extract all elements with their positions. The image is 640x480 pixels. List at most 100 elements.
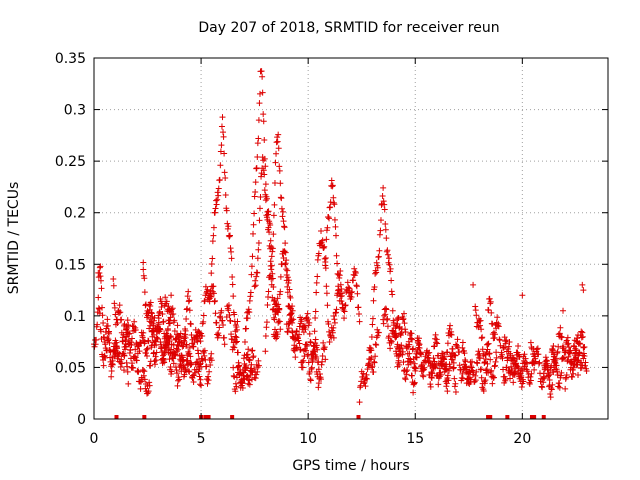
data-point — [469, 358, 476, 365]
data-point — [168, 368, 175, 375]
data-point — [238, 379, 245, 386]
data-point — [260, 111, 267, 118]
data-point — [174, 322, 181, 329]
data-point — [383, 248, 390, 255]
data-point — [407, 335, 414, 342]
data-point — [400, 315, 407, 322]
data-point — [384, 315, 391, 322]
data-point — [505, 343, 512, 350]
data-point — [275, 145, 282, 152]
data-point — [241, 352, 248, 359]
data-point — [575, 352, 582, 359]
data-point — [489, 320, 496, 327]
data-point — [394, 320, 401, 327]
data-point — [323, 283, 330, 290]
data-point — [399, 351, 406, 358]
data-point — [477, 322, 484, 329]
data-point — [345, 284, 352, 291]
data-point — [302, 326, 309, 333]
data-point-isolated — [560, 307, 567, 314]
data-point — [280, 255, 287, 262]
data-point — [140, 259, 147, 266]
data-point — [435, 352, 442, 359]
data-point — [333, 252, 340, 259]
data-point — [548, 385, 555, 392]
data-point — [407, 359, 414, 366]
data-point — [194, 338, 201, 345]
data-point — [353, 283, 360, 290]
data-point — [316, 370, 323, 377]
data-point — [443, 383, 450, 390]
data-point — [433, 336, 440, 343]
data-point — [551, 359, 558, 366]
data-point — [449, 345, 456, 352]
data-point — [97, 277, 104, 284]
data-point — [576, 349, 583, 356]
data-point — [320, 244, 327, 251]
data-point — [362, 375, 369, 382]
data-point — [100, 362, 107, 369]
data-point — [388, 277, 395, 284]
data-point — [448, 328, 455, 335]
data-point — [511, 370, 518, 377]
data-point — [304, 342, 311, 349]
data-point — [303, 347, 310, 354]
data-point — [150, 317, 157, 324]
data-point — [580, 343, 587, 350]
data-point — [108, 373, 115, 380]
data-point — [580, 344, 587, 351]
data-point — [277, 288, 284, 295]
data-point-isolated — [168, 292, 175, 299]
data-point — [155, 326, 162, 333]
data-point — [132, 346, 139, 353]
data-point — [300, 357, 307, 364]
y-tick-label: 0.05 — [55, 360, 86, 376]
data-point — [182, 327, 189, 334]
data-point — [190, 379, 197, 386]
data-point — [582, 359, 589, 366]
data-point — [213, 319, 220, 326]
data-point — [487, 368, 494, 375]
data-point — [208, 350, 215, 357]
data-point — [272, 159, 279, 166]
data-point — [186, 307, 193, 314]
data-point — [244, 351, 251, 358]
data-point — [382, 305, 389, 312]
data-point — [248, 368, 255, 375]
data-point — [502, 376, 509, 383]
data-point — [323, 290, 330, 297]
data-point — [562, 347, 569, 354]
data-point — [105, 329, 112, 336]
data-point — [105, 336, 112, 343]
data-point — [553, 362, 560, 369]
data-point — [256, 205, 263, 212]
data-point — [352, 269, 359, 276]
data-point — [139, 376, 146, 383]
data-point — [503, 364, 510, 371]
data-point — [233, 383, 240, 390]
data-point — [222, 174, 229, 181]
data-point — [318, 228, 325, 235]
data-point — [353, 282, 360, 289]
data-point — [306, 369, 313, 376]
data-point — [468, 364, 475, 371]
data-point — [283, 266, 290, 273]
data-point — [422, 358, 429, 365]
data-point — [563, 372, 570, 379]
data-point — [110, 282, 117, 289]
data-point — [541, 375, 548, 382]
data-point — [293, 344, 300, 351]
data-point — [445, 367, 452, 374]
data-point — [155, 315, 162, 322]
data-point — [296, 331, 303, 338]
data-point — [108, 361, 115, 368]
data-point — [459, 339, 466, 346]
data-point — [494, 314, 501, 321]
data-point — [329, 329, 336, 336]
data-point — [495, 320, 502, 327]
data-point — [379, 192, 386, 199]
data-point — [179, 343, 186, 350]
data-point — [405, 338, 412, 345]
data-point — [199, 333, 206, 340]
data-point — [141, 338, 148, 345]
